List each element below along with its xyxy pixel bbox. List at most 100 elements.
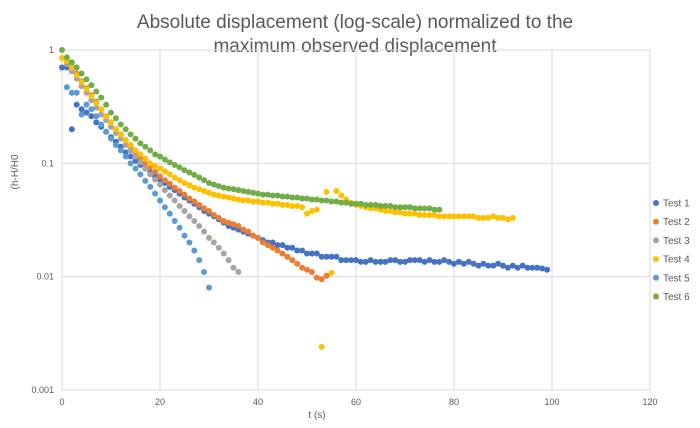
data-point [250, 198, 257, 205]
data-point [446, 213, 453, 220]
data-point [255, 198, 261, 205]
data-point [122, 149, 129, 156]
data-point [137, 159, 144, 166]
data-point [152, 162, 159, 169]
data-point [215, 244, 222, 251]
data-point [142, 177, 149, 184]
data-point [495, 260, 502, 267]
data-point [201, 177, 208, 184]
data-point [108, 123, 114, 130]
data-point [421, 258, 428, 265]
data-point [127, 160, 134, 167]
data-point [88, 82, 95, 89]
data-point [539, 265, 546, 272]
data-point [132, 153, 139, 160]
data-point [470, 260, 477, 267]
data-point [255, 234, 261, 241]
data-point [431, 206, 438, 213]
data-point [362, 258, 369, 265]
data-point [514, 264, 521, 271]
data-point [127, 142, 134, 149]
data-point [338, 192, 345, 199]
data-point [196, 257, 203, 264]
series-test-5 [63, 84, 212, 291]
data-point [377, 258, 384, 265]
data-point [392, 257, 399, 264]
data-point [451, 213, 457, 220]
data-point [279, 193, 286, 200]
data-point [426, 212, 433, 219]
data-point [500, 214, 506, 221]
data-point [157, 153, 163, 160]
data-point [431, 212, 438, 219]
data-point [78, 111, 85, 118]
data-point [220, 217, 227, 224]
data-point [206, 207, 212, 214]
data-point [299, 195, 306, 202]
data-point [98, 94, 105, 101]
data-point [382, 258, 389, 265]
x-axis-title: t (s) [308, 410, 325, 421]
data-point [308, 196, 315, 203]
data-point [122, 126, 129, 133]
legend-marker-5 [653, 274, 659, 281]
data-point [387, 207, 394, 214]
data-point [196, 222, 203, 229]
data-point [397, 204, 404, 211]
data-point [215, 214, 222, 221]
data-point [411, 205, 418, 212]
data-point [206, 234, 212, 241]
y-tick-label: 0.001 [31, 385, 54, 395]
data-point [264, 242, 271, 249]
data-point [186, 239, 193, 246]
data-point [490, 262, 497, 269]
data-point [210, 181, 217, 188]
data-point [166, 180, 173, 187]
data-point [132, 157, 139, 164]
data-point [323, 197, 330, 204]
legend: Test 1 Test 2 Test 3 Test 4 Test 5 Test 6 [653, 199, 690, 303]
data-point [294, 260, 301, 267]
data-point [161, 177, 168, 184]
data-point [127, 147, 134, 154]
data-point [88, 113, 95, 120]
data-point [504, 216, 511, 223]
data-point [304, 210, 310, 217]
data-point [436, 206, 443, 213]
data-point [166, 171, 173, 178]
data-point [284, 253, 291, 260]
data-point [259, 191, 266, 198]
data-point [59, 64, 65, 71]
data-point [402, 258, 408, 265]
data-point [353, 200, 359, 207]
legend-label-1: Test 1 [663, 199, 690, 210]
data-point [83, 101, 90, 108]
data-point [397, 258, 404, 265]
data-point [421, 212, 428, 219]
data-point [397, 209, 404, 216]
data-point [147, 164, 154, 171]
legend-marker-3 [653, 237, 659, 244]
data-point [451, 260, 457, 267]
data-point [308, 207, 315, 214]
data-point [220, 193, 227, 200]
data-point [333, 198, 340, 205]
x-tick-label: 40 [253, 397, 263, 407]
data-point [59, 47, 65, 53]
data-point [308, 250, 315, 257]
data-point [112, 142, 119, 149]
data-point [475, 214, 482, 221]
data-point [147, 183, 154, 190]
data-point [78, 70, 85, 77]
data-point [191, 184, 198, 191]
x-tick-label: 100 [544, 397, 559, 407]
data-point [108, 109, 114, 116]
data-point [304, 195, 310, 202]
data-point [240, 188, 247, 195]
series-test-4 [59, 54, 516, 350]
data-point [500, 262, 506, 269]
data-point [171, 217, 178, 224]
data-point [495, 214, 502, 221]
data-point [225, 194, 232, 201]
data-point [210, 212, 217, 219]
